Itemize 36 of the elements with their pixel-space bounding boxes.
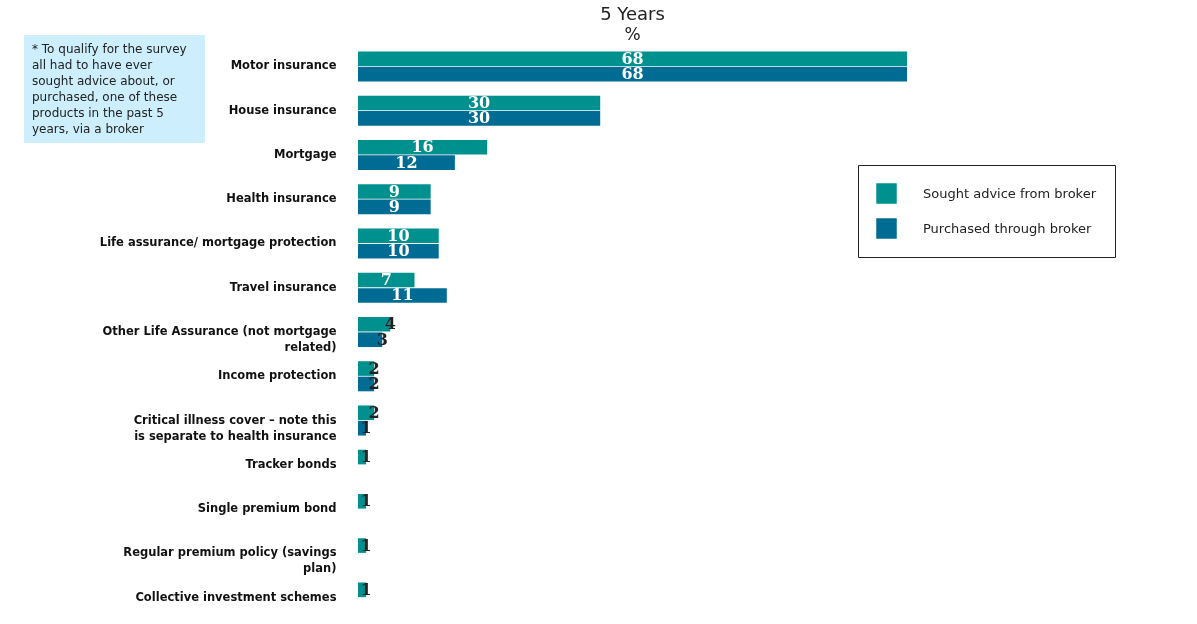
bar	[358, 66, 907, 82]
bar	[358, 95, 601, 111]
chart-title: 5 Years	[600, 3, 665, 24]
y-tick-label: Mortgage	[273, 146, 337, 161]
bar	[358, 288, 447, 303]
y-tick-label: Income protection	[218, 368, 337, 383]
bar	[358, 228, 439, 244]
y-tick-label: Critical illness cover – note this is separate to health insurance	[133, 412, 337, 443]
y-tick-label: Other Life Assurance (not mortgage related)	[102, 324, 337, 354]
y-tick-label: Single premium bond	[197, 501, 337, 516]
chart-subtitle: %	[624, 24, 641, 44]
data-label: 30	[467, 108, 491, 128]
legend-label: Sought advice from broker	[923, 185, 1097, 201]
bar	[358, 155, 455, 171]
data-label: 7	[380, 270, 392, 290]
data-label: 1	[360, 491, 372, 511]
y-tick-label: Tracker bonds	[245, 456, 337, 471]
bar	[358, 111, 601, 126]
text: * To qualify for the survey all had to have ever sought advice about, or purchased, one of these products in the past 5 years, via a broker	[24, 35, 205, 143]
y-tick-label: Health insurance	[226, 191, 337, 206]
bar	[358, 51, 907, 67]
legend-label: Purchased through broker	[923, 220, 1092, 236]
bar	[358, 272, 415, 288]
y-tick-label: Travel insurance	[229, 279, 337, 294]
bar	[358, 243, 439, 259]
data-label: 1	[360, 447, 372, 467]
bar	[358, 184, 431, 199]
bar	[358, 139, 488, 155]
y-tick-label: Life assurance/ mortgage protection	[99, 235, 337, 250]
y-tick-label: Motor insurance	[230, 58, 337, 73]
data-label: 1	[360, 579, 372, 599]
data-label: 11	[391, 285, 414, 305]
y-tick-label: Regular premium policy (savings plan)	[123, 545, 337, 576]
y-tick-label: Collective investment schemes	[135, 589, 337, 604]
data-label: 1	[360, 535, 372, 555]
y-tick-label: House insurance	[228, 102, 337, 117]
